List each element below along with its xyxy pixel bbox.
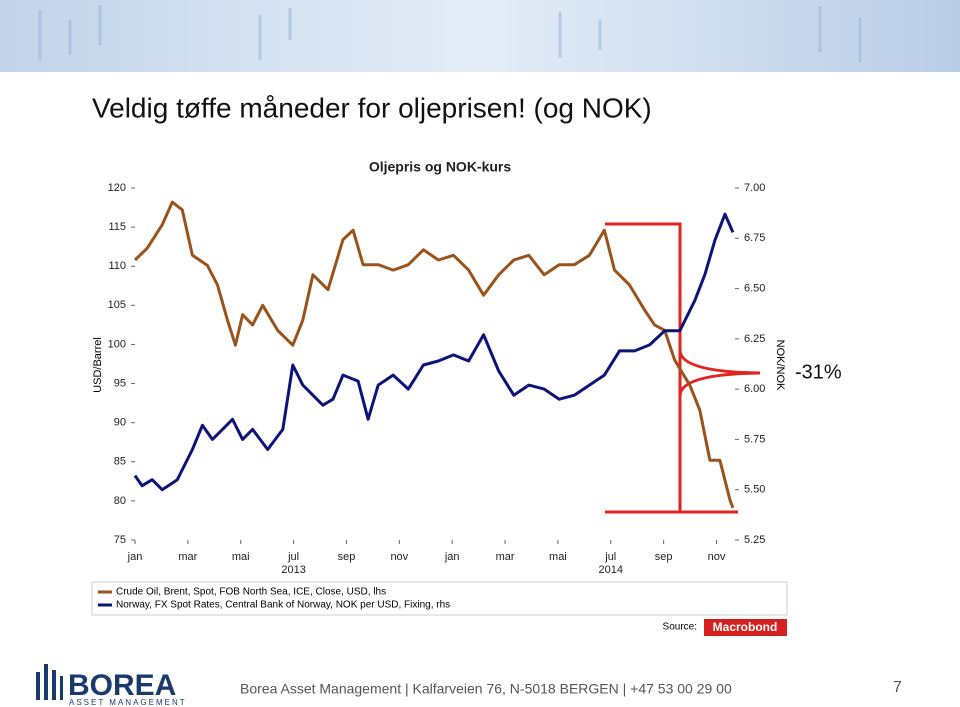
x-tick-label: sep: [655, 551, 673, 563]
x-tick-label: jan: [127, 551, 143, 563]
y2-tick-label: 6.25: [744, 333, 765, 345]
y-tick-label: 120: [108, 182, 126, 194]
y-tick-label: 110: [108, 260, 126, 272]
legend-label: Crude Oil, Brent, Spot, FOB North Sea, I…: [116, 587, 386, 598]
y2-tick-label: 5.25: [744, 534, 765, 546]
source-label: Source:: [663, 622, 697, 633]
slide-title: Veldig tøffe måneder for oljeprisen! (og…: [92, 92, 652, 123]
source-badge: [704, 619, 787, 636]
y2-axis-label: NOK/NOK: [774, 340, 786, 391]
x-group-label: 2013: [281, 564, 305, 576]
y2-tick-label: 7.00: [744, 182, 765, 194]
y-tick-label: 85: [114, 456, 126, 468]
x-tick-label: mar: [178, 551, 197, 563]
y2-tick-label: 5.50: [744, 484, 765, 496]
source: Macrobond: [713, 620, 778, 634]
y-tick-label: 105: [108, 299, 126, 311]
x-tick-label: nov: [390, 551, 408, 563]
x-tick-label: mai: [232, 551, 250, 563]
y-tick-label: 115: [108, 221, 126, 233]
drop-bracket: [605, 222, 761, 514]
y2-tick-label: 5.75: [744, 433, 765, 445]
y-tick-label: 100: [108, 338, 126, 350]
page-number: 7: [893, 679, 902, 696]
y2-tick-label: 6.00: [744, 383, 765, 395]
y-axis-label: USD/Barrel: [92, 337, 104, 393]
legend-box: [91, 581, 788, 616]
annotation: -31%: [795, 361, 842, 383]
footer-text: Borea Asset Management | Kalfarveien 76,…: [240, 681, 732, 697]
y2-tick-label: 6.75: [744, 232, 765, 244]
legend-label: Norway, FX Spot Rates, Central Bank of N…: [116, 600, 450, 611]
logo-mark: [36, 664, 63, 700]
chart-title: Oljepris og NOK-kurs: [369, 159, 512, 175]
x-tick-label: jul: [287, 551, 299, 563]
x-group-label: 2014: [599, 564, 623, 576]
y-tick-label: 75: [114, 534, 126, 546]
banner-decoration: [38, 5, 862, 62]
x-tick-label: jan: [444, 551, 460, 563]
logo-sub: ASSET MANAGEMENT: [69, 698, 187, 707]
y-tick-label: 95: [114, 377, 126, 389]
x-tick-label: jul: [604, 551, 616, 563]
y-tick-label: 90: [114, 417, 126, 429]
x-tick-label: sep: [338, 551, 356, 563]
series-line: [133, 212, 735, 492]
x-tick-label: mar: [496, 551, 515, 563]
y2-tick-label: 6.50: [744, 282, 765, 294]
logo: BOREA: [68, 669, 176, 702]
x-tick-label: mai: [549, 551, 567, 563]
x-tick-label: nov: [708, 551, 726, 563]
series-line: [133, 200, 735, 509]
y-tick-label: 80: [114, 495, 126, 507]
header-banner: [0, 0, 960, 72]
